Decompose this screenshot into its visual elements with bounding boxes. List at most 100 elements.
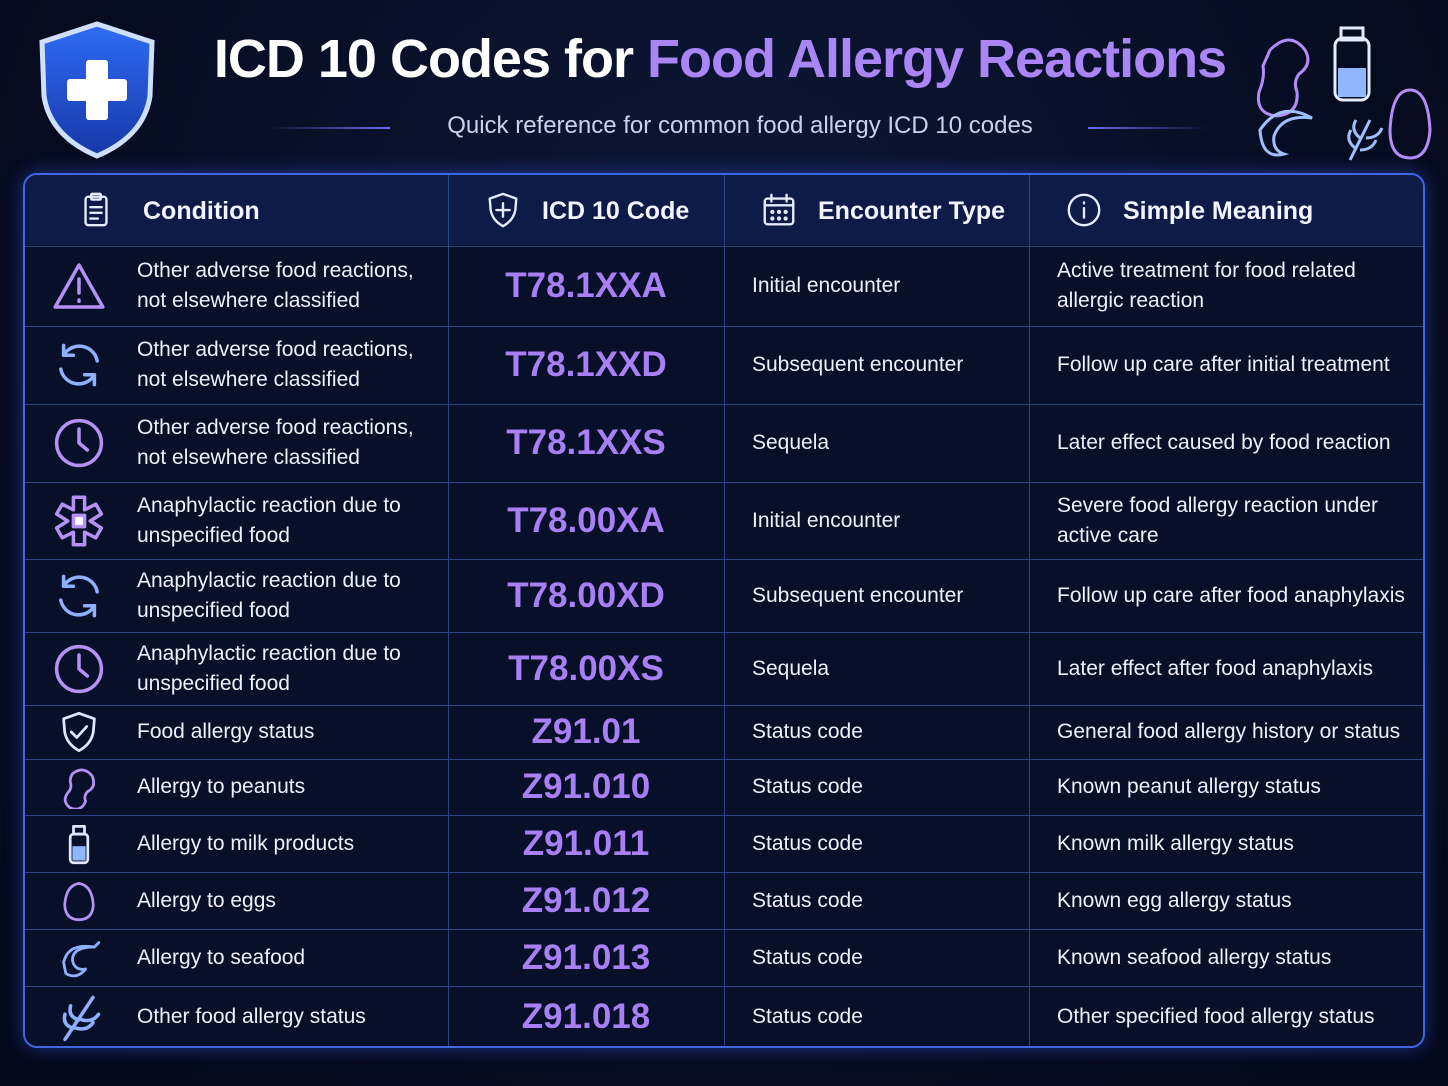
code-cell: T78.1XXD	[505, 345, 667, 384]
row-divider	[25, 246, 1423, 247]
condition-cell: Anaphylactic reaction due to unspecified…	[137, 568, 401, 622]
row-icon-svg	[63, 881, 95, 921]
meaning-cell: Known egg allergy status	[1057, 888, 1292, 912]
condition-cell: Anaphylactic reaction due to unspecified…	[137, 641, 401, 695]
encounter-cell: Initial encounter	[752, 274, 901, 297]
column-header: Simple Meaning	[1123, 197, 1314, 225]
header-icon	[1065, 191, 1103, 229]
row-icon-svg	[62, 711, 96, 753]
code-cell: T78.00XA	[507, 500, 665, 540]
row-divider	[25, 404, 1423, 405]
header-icon	[77, 191, 115, 229]
title: ICD 10 Codes for Food Allergy Reactions	[180, 28, 1260, 90]
condition-cell: Allergy to eggs	[137, 888, 276, 912]
row-divider	[25, 559, 1423, 560]
row-icon-svg	[62, 995, 101, 1042]
row-icon-svg	[59, 343, 99, 387]
row-icon	[51, 337, 107, 393]
row-icon	[51, 415, 107, 471]
meaning-cell: Other specified food allergy status	[1057, 1005, 1375, 1028]
row-divider	[25, 986, 1423, 987]
encounter-cell: Sequela	[752, 431, 830, 454]
subtitle: Quick reference for common food allergy …	[447, 112, 1033, 139]
column-divider	[448, 175, 449, 1046]
header-icon-svg	[763, 193, 795, 226]
row-divider	[25, 705, 1423, 706]
row-icon-svg	[62, 940, 101, 977]
code-cell: Z91.011	[522, 823, 650, 863]
code-cell: Z91.010	[521, 767, 651, 806]
food-decoration	[1256, 26, 1432, 161]
column-header: Encounter Type	[818, 197, 1006, 225]
condition-cell: Food allergy status	[137, 720, 315, 743]
condition-cell: Anaphylactic reaction due to unspecified…	[137, 493, 401, 547]
encounter-cell: Initial encounter	[752, 508, 901, 532]
meaning-cell: Active treatment for food related allerg…	[1057, 259, 1356, 312]
encounter-cell: Sequela	[752, 656, 830, 680]
code-cell: Z91.018	[521, 997, 651, 1036]
meaning-cell: Known milk allergy status	[1057, 831, 1294, 855]
row-icon	[51, 493, 107, 549]
meaning-cell: Follow up care after initial treatment	[1057, 353, 1390, 376]
code-cell: T78.00XD	[507, 575, 665, 615]
row-divider	[25, 759, 1423, 760]
header-icon-svg	[488, 192, 518, 228]
header-icon-svg	[84, 192, 108, 227]
row-divider	[25, 815, 1423, 816]
condition-cell: Other adverse food reactions, not elsewh…	[137, 338, 414, 391]
row-icon	[57, 822, 101, 866]
row-icon	[57, 710, 101, 754]
row-icon-svg	[68, 824, 90, 864]
condition-cell: Allergy to peanuts	[137, 775, 306, 798]
code-cell: Z91.013	[521, 937, 651, 977]
header-icon	[760, 191, 798, 229]
meaning-cell: Later effect after food anaphylaxis	[1057, 656, 1373, 680]
title-main: ICD 10 Codes for	[213, 29, 634, 89]
column-divider	[724, 175, 725, 1046]
encounter-cell: Subsequent encounter	[752, 583, 964, 607]
row-divider	[25, 326, 1423, 327]
encounter-cell: Status code	[752, 775, 863, 798]
condition-cell: Other adverse food reactions, not elsewh…	[137, 259, 414, 312]
row-icon-svg	[53, 263, 105, 309]
code-cell: T78.1XXS	[506, 423, 666, 462]
header-icon-svg	[1067, 193, 1101, 227]
row-icon-svg	[54, 644, 104, 693]
meaning-cell: Severe food allergy reaction under activ…	[1057, 493, 1379, 547]
meaning-cell: Later effect caused by food reaction	[1057, 431, 1391, 454]
meaning-cell: Known seafood allergy status	[1057, 945, 1332, 969]
row-icon	[51, 568, 107, 624]
column-divider	[1029, 175, 1030, 1046]
meaning-cell: Known peanut allergy status	[1057, 775, 1321, 798]
code-cell: Z91.01	[531, 712, 641, 751]
column-header: Condition	[143, 197, 260, 225]
condition-cell: Allergy to milk products	[137, 831, 355, 855]
divider	[270, 127, 390, 129]
encounter-cell: Subsequent encounter	[752, 353, 964, 376]
column-header: ICD 10 Code	[542, 197, 690, 225]
row-icon	[51, 989, 107, 1045]
condition-cell: Other food allergy status	[137, 1005, 366, 1028]
row-icon	[57, 765, 101, 811]
encounter-cell: Status code	[752, 888, 863, 912]
encounter-cell: Status code	[752, 831, 863, 855]
row-divider	[25, 632, 1423, 633]
code-cell: T78.1XXA	[505, 266, 667, 305]
condition-cell: Allergy to seafood	[137, 945, 306, 969]
encounter-cell: Status code	[752, 720, 863, 743]
title-accent: Food Allergy Reactions	[647, 29, 1227, 89]
row-divider	[25, 482, 1423, 483]
code-cell: Z91.012	[521, 880, 651, 920]
row-icon	[51, 258, 107, 314]
row-icon	[57, 936, 101, 980]
table: Condition ICD 10 Code Encounter Type Simple…	[23, 173, 1425, 1048]
condition-cell: Other adverse food reactions, not elsewh…	[137, 416, 414, 469]
row-divider	[25, 929, 1423, 930]
meaning-cell: Follow up care after food anaphylaxis	[1057, 583, 1405, 607]
meaning-cell: General food allergy history or status	[1057, 720, 1401, 743]
row-icon-svg	[59, 574, 99, 617]
shield-logo	[39, 21, 155, 159]
row-icon	[57, 879, 101, 923]
row-icon-svg	[54, 418, 104, 468]
